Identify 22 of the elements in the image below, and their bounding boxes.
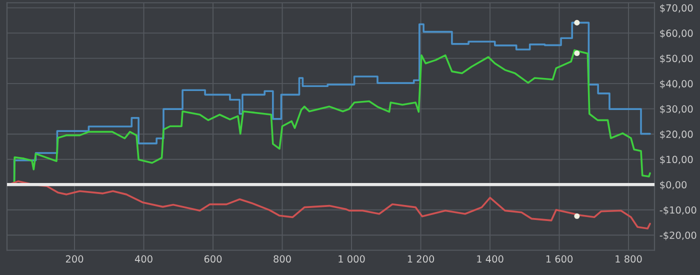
y-tick-label: -$10,00	[660, 206, 696, 215]
x-tick-label: 1 600	[546, 255, 573, 263]
x-tick-label: 1 200	[408, 255, 434, 263]
y-tick-label: $10,00	[660, 156, 693, 164]
y-tick-label: $0,00	[660, 180, 687, 190]
point	[574, 50, 580, 56]
point	[574, 20, 580, 26]
y-tick-label: $30,00	[660, 105, 693, 114]
point	[574, 213, 580, 219]
x-tick-label: 800	[274, 255, 291, 263]
x-tick-label: 200	[66, 255, 84, 263]
y-tick-label: $40,00	[660, 80, 693, 89]
x-tick-label: 1 400	[477, 255, 504, 263]
x-tick-label: 400	[134, 255, 152, 263]
y-tick-label: $50,00	[660, 54, 693, 64]
y-tick-label: $60,00	[660, 29, 693, 38]
y-tick-label: $20,00	[660, 130, 693, 140]
y-tick-label: -$20,00	[660, 231, 696, 240]
x-tick-label: 600	[204, 255, 222, 263]
x-tick-label: 1 800	[616, 255, 642, 263]
x-tick-label: 1 000	[338, 255, 365, 263]
y-tick-label: $70,00	[660, 4, 693, 13]
